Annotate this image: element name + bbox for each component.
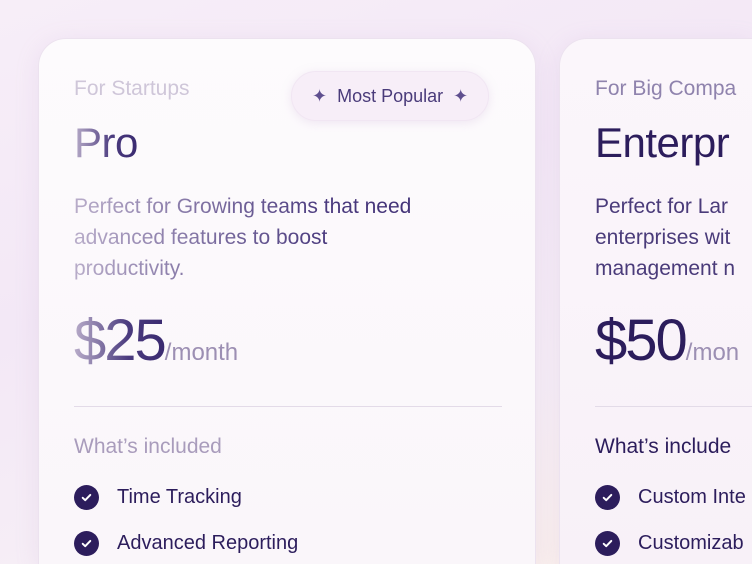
plan-name: Enterpr (595, 119, 730, 166)
check-circle-icon (74, 485, 99, 510)
plan-description: Perfect for Lar enterprises wit manageme… (595, 195, 736, 280)
plan-name: Pro (74, 119, 138, 166)
feature-label: Advanced Reporting (117, 532, 299, 554)
included-heading: What’s included (74, 435, 222, 458)
feature-label: Time Tracking (117, 486, 242, 508)
feature-item: Advanced Reporting (74, 531, 298, 556)
check-circle-icon (595, 531, 620, 556)
feature-label: Customizab (638, 532, 744, 554)
price-period: /mon (685, 339, 740, 366)
feature-item: Customizab (595, 531, 744, 556)
plan-price: $50/mon (595, 307, 739, 374)
divider (595, 406, 752, 407)
feature-label: Custom Inte (638, 486, 746, 508)
plan-subtitle: For Big Compa (595, 77, 737, 100)
pricing-card-enterprise: For Big Compa Enterpr Perfect for Lar en… (559, 38, 752, 564)
plan-description: Perfect for Growing teams that need adva… (74, 191, 494, 284)
sparkle-icon: ✦ (453, 85, 469, 106)
plan-subtitle: For Startups (74, 77, 190, 100)
check-circle-icon (74, 531, 99, 556)
most-popular-badge: ✦ Most Popular ✦ (291, 71, 490, 121)
divider (74, 406, 502, 407)
badge-label: Most Popular (337, 85, 444, 106)
price-period: /month (164, 339, 239, 366)
check-circle-icon (595, 485, 620, 510)
feature-item: Time Tracking (74, 485, 242, 510)
included-heading: What’s include (595, 435, 732, 458)
price-amount: $50 (595, 308, 688, 373)
sparkle-icon: ✦ (312, 85, 328, 106)
feature-item: Custom Inte (595, 485, 746, 510)
plan-price: $25/month (74, 307, 238, 374)
price-amount: $25 (74, 308, 167, 373)
pricing-card-pro: For Startups Pro Perfect for Growing tea… (38, 38, 536, 564)
